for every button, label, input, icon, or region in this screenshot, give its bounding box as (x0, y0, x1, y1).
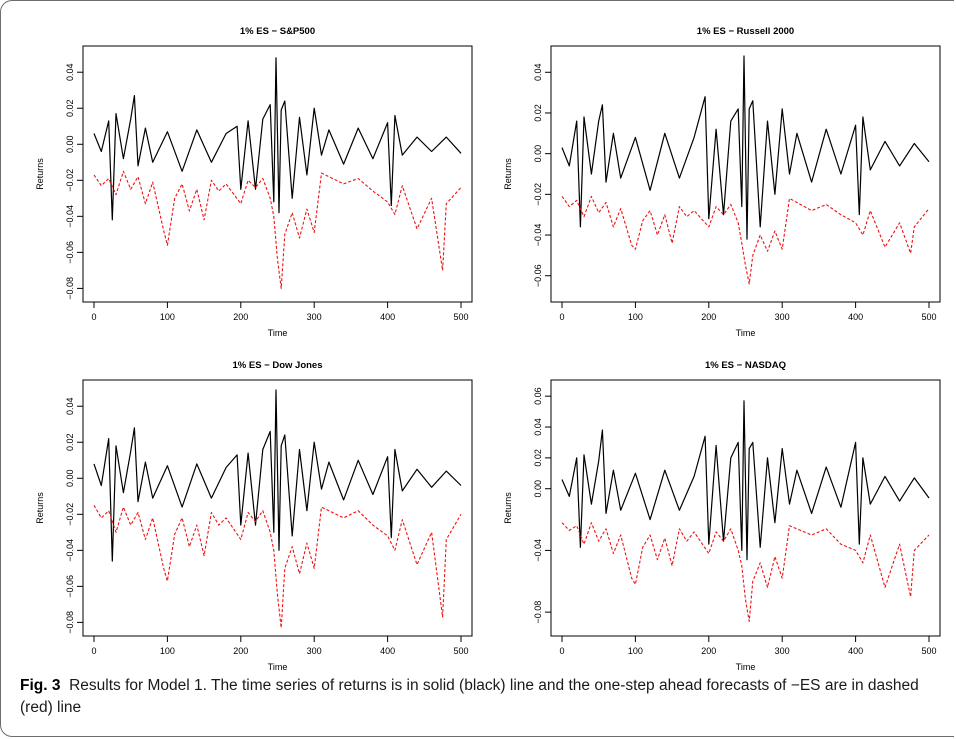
chart-4-ytick-label: 0.00 (533, 480, 543, 498)
chart-4-es-forecast-line (561, 522, 930, 622)
chart-3: 1% ES − Dow Jones 0 100 200 300 400 500 Time −0.… (35, 360, 473, 672)
chart-2: 1% ES − Russell 2000 0 100 200 300 400 500 Time… (503, 26, 941, 338)
chart-2-xtick-label: 0 (559, 312, 564, 322)
chart-2-ytick-label: 0.02 (533, 104, 543, 122)
chart-3-xtick-label: 300 (307, 646, 322, 656)
chart-1-ylabel: Returns (35, 158, 45, 190)
chart-3-ytick-label: −0.02 (65, 503, 75, 526)
chart-1-returns-line (93, 57, 462, 221)
chart-1-xtick-label: 400 (380, 312, 395, 322)
chart-3-es-forecast-line (93, 505, 462, 629)
chart-4-ytick-label: 0.06 (533, 387, 543, 405)
chart-4-plot-frame (550, 379, 941, 637)
chart-1-xlabel: Time (268, 328, 288, 338)
chart-1-xtick-label: 300 (307, 312, 322, 322)
chart-2-xtick-label: 400 (848, 312, 863, 322)
chart-1-xtick-label: 0 (91, 312, 96, 322)
chart-4-xtick-label: 400 (848, 646, 863, 656)
chart-3-ytick-label: 0.04 (65, 397, 75, 415)
chart-1-title: 1% ES − S&P500 (240, 26, 315, 37)
chart-3-plot-frame (82, 379, 473, 637)
chart-4-xtick-label: 200 (701, 646, 716, 656)
chart-2-returns-line (561, 55, 930, 240)
chart-4: 1% ES − NASDAQ 0 100 200 300 400 500 Time −0.08 −… (503, 360, 941, 672)
chart-3-ytick-label: 0.02 (65, 433, 75, 451)
chart-4-xtick-label: 500 (921, 646, 936, 656)
chart-1-ytick-label: −0.06 (65, 241, 75, 264)
figure-caption: Fig. 3 Results for Model 1. The time ser… (20, 675, 945, 719)
chart-2-xlabel: Time (736, 328, 756, 338)
caption-text: Results for Model 1. The time series of … (20, 677, 919, 716)
chart-2-ytick-label: −0.02 (533, 183, 543, 206)
chart-2-xtick-label: 500 (921, 312, 936, 322)
figure-label: Fig. 3 (20, 677, 61, 694)
chart-2-ytick-label: 0.00 (533, 145, 543, 163)
chart-3-xlabel: Time (268, 662, 288, 672)
chart-3-xtick-label: 500 (453, 646, 468, 656)
chart-2-title: 1% ES − Russell 2000 (697, 26, 794, 37)
chart-4-ytick-label: 0.02 (533, 449, 543, 467)
chart-1-ytick-label: 0.04 (65, 63, 75, 81)
chart-3-xtick-label: 100 (160, 646, 175, 656)
chart-3-title: 1% ES − Dow Jones (232, 360, 322, 371)
chart-1-ytick-label: 0.00 (65, 136, 75, 154)
chart-2-plot-frame (550, 45, 941, 303)
chart-2-xtick-label: 100 (628, 312, 643, 322)
chart-4-xlabel: Time (736, 662, 756, 672)
chart-4-xtick-label: 0 (559, 646, 564, 656)
chart-1: 1% ES − S&P500 0 100 200 300 400 500 Time −0.08 −… (35, 26, 473, 338)
chart-2-ytick-label: −0.04 (533, 224, 543, 247)
chart-4-ylabel: Returns (503, 492, 513, 524)
chart-2-es-forecast-line (561, 195, 930, 285)
chart-1-xtick-label: 100 (160, 312, 175, 322)
chart-4-ytick-label: −0.08 (533, 601, 543, 624)
chart-4-xtick-label: 100 (628, 646, 643, 656)
chart-4-ytick-label: −0.04 (533, 539, 543, 562)
chart-1-ytick-label: −0.02 (65, 169, 75, 192)
chart-2-ylabel: Returns (503, 158, 513, 190)
chart-2-xtick-label: 300 (775, 312, 790, 322)
chart-1-xtick-label: 200 (233, 312, 248, 322)
chart-4-returns-line (561, 400, 930, 561)
chart-2-xtick-label: 200 (701, 312, 716, 322)
chart-3-returns-line (93, 389, 462, 562)
chart-3-ytick-label: −0.06 (65, 575, 75, 598)
chart-2-ytick-label: −0.06 (533, 264, 543, 287)
chart-1-ytick-label: −0.04 (65, 205, 75, 228)
chart-4-title: 1% ES − NASDAQ (705, 360, 786, 371)
chart-4-xtick-label: 300 (775, 646, 790, 656)
chart-3-xtick-label: 0 (91, 646, 96, 656)
chart-1-xtick-label: 500 (453, 312, 468, 322)
chart-1-plot-frame (82, 45, 473, 303)
charts-area: 1% ES − S&P500 0 100 200 300 400 500 Time −0.08 −… (35, 26, 941, 672)
chart-1-ytick-label: −0.08 (65, 277, 75, 300)
chart-3-xtick-label: 400 (380, 646, 395, 656)
chart-2-ytick-label: 0.04 (533, 64, 543, 82)
chart-3-ytick-label: −0.04 (65, 539, 75, 562)
chart-1-es-forecast-line (93, 170, 462, 289)
chart-3-ytick-label: 0.00 (65, 470, 75, 488)
chart-3-ylabel: Returns (35, 492, 45, 524)
chart-4-ytick-label: 0.04 (533, 418, 543, 436)
chart-3-ytick-label: −0.08 (65, 611, 75, 634)
chart-1-ytick-label: 0.02 (65, 99, 75, 117)
chart-3-xtick-label: 200 (233, 646, 248, 656)
